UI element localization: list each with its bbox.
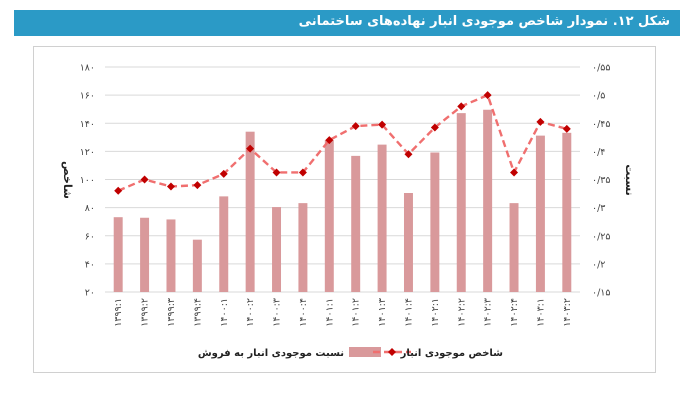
- category-label: ۱۴۰۰:۴: [298, 298, 309, 327]
- left-axis-tick-label: ۶۰: [85, 231, 95, 242]
- bar: [430, 152, 440, 292]
- left-axis-title: شاخص: [61, 161, 74, 199]
- right-axis-tick-label: ۰/۴۵: [592, 119, 611, 130]
- legend-line-marker: [388, 348, 396, 356]
- line-marker: [430, 123, 439, 132]
- left-axis-tick-label: ۱۴۰: [80, 119, 95, 130]
- category-label: ۱۳۹۹:۴: [192, 298, 203, 327]
- right-axis-tick-label: ۰/۴: [592, 147, 605, 158]
- category-label: ۱۴۰۰:۲: [245, 298, 256, 327]
- category-label: ۱۴۰۲:۴: [509, 298, 520, 327]
- line-marker: [166, 182, 175, 191]
- bar: [456, 113, 466, 292]
- chart-title-bar: شکل ۱۲. نمودار شاخص موجودی انبار نهاده‌ه…: [14, 10, 680, 36]
- category-label: ۱۴۰۱:۳: [377, 298, 388, 327]
- bar: [298, 203, 308, 292]
- line-marker: [562, 124, 571, 133]
- right-axis-tick-label: ۰/۲۵: [592, 231, 611, 242]
- category-label: ۱۴۰۳:۲: [562, 298, 573, 327]
- line-marker: [483, 91, 492, 100]
- legend-line-label: شاخص موجودی انبار: [400, 348, 504, 359]
- category-label: ۱۴۰۲:۲: [456, 298, 467, 327]
- line-marker: [457, 102, 466, 111]
- category-label: ۱۴۰۱:۲: [351, 298, 362, 327]
- line-marker: [378, 120, 387, 129]
- bar: [140, 217, 150, 292]
- category-label: ۱۴۰۱:۱: [324, 298, 335, 327]
- index-line: [117, 93, 568, 192]
- bar: [509, 203, 519, 292]
- right-axis-tick-label: ۰/۵۵: [592, 63, 611, 74]
- right-axis-tick-label: ۰/۱۵: [592, 288, 611, 299]
- legend-bar-swatch: [349, 347, 381, 357]
- left-axis-tick-label: ۸۰: [85, 203, 95, 214]
- bar: [535, 135, 545, 292]
- category-label: ۱۳۹۹:۳: [166, 298, 177, 327]
- left-axis-tick-label: ۲۰: [85, 288, 95, 299]
- line-marker: [272, 168, 281, 177]
- line-marker: [246, 144, 255, 153]
- line-marker: [219, 169, 228, 178]
- category-label: ۱۳۹۹:۲: [140, 298, 151, 327]
- left-axis-tick-label: ۱۸۰: [80, 63, 95, 74]
- chart-title: شکل ۱۲. نمودار شاخص موجودی انبار نهاده‌ه…: [298, 14, 670, 29]
- bar: [166, 219, 176, 292]
- left-axis-tick-label: ۴۰: [85, 259, 95, 270]
- left-axis-tick-label: ۱۶۰: [80, 91, 95, 102]
- line-marker: [193, 181, 202, 190]
- bar: [272, 207, 282, 292]
- bar: [245, 131, 255, 292]
- left-axis-tick-label: ۱۲۰: [80, 147, 95, 158]
- category-label: ۱۴۰۰:۱: [219, 298, 230, 327]
- bar: [219, 196, 229, 292]
- bar: [351, 155, 361, 292]
- category-label: ۱۴۰۳:۱: [535, 298, 546, 327]
- bar: [113, 217, 123, 292]
- category-label: ۱۴۰۰:۳: [272, 298, 283, 327]
- line-marker: [536, 117, 545, 126]
- left-axis-tick-label: ۱۰۰: [80, 175, 95, 186]
- right-axis-tick-label: ۰/۲: [592, 259, 605, 270]
- bar: [483, 109, 493, 292]
- line-marker: [351, 122, 360, 131]
- category-label: ۱۴۰۱:۴: [403, 298, 414, 327]
- category-label: ۱۴۰۲:۱: [430, 298, 441, 327]
- bar: [192, 239, 202, 292]
- right-axis-tick-label: ۰/۳: [592, 203, 605, 214]
- right-axis-tick-label: ۰/۳۵: [592, 175, 611, 186]
- right-axis-title: نسبت: [623, 164, 636, 195]
- line-marker: [404, 150, 413, 159]
- bar: [377, 144, 387, 292]
- category-label: ۱۳۹۹:۱: [113, 298, 124, 327]
- chart-frame: [33, 46, 656, 373]
- line-marker: [114, 186, 123, 195]
- line-marker: [140, 175, 149, 184]
- bar: [562, 132, 572, 292]
- line-marker: [325, 136, 334, 145]
- legend-bar-label: نسبت موجودی انبار به فروش: [198, 348, 344, 359]
- line-marker: [510, 168, 519, 177]
- line-marker: [298, 168, 307, 177]
- right-axis-tick-label: ۰/۵: [592, 91, 605, 102]
- category-label: ۱۴۰۲:۳: [483, 298, 494, 327]
- bar: [403, 193, 413, 292]
- bar: [324, 140, 334, 292]
